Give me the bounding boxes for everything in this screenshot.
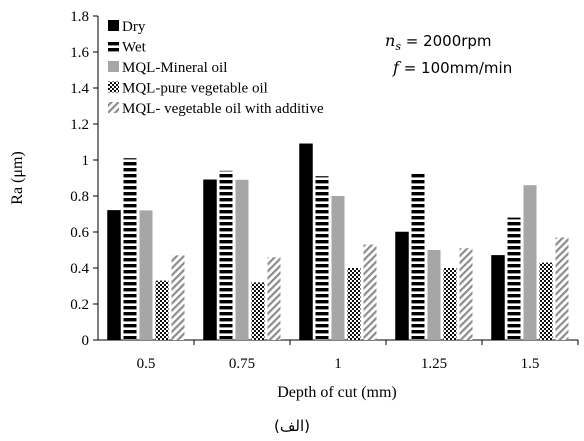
bar bbox=[171, 255, 185, 340]
speed-symbol: n bbox=[385, 31, 395, 50]
legend-swatch bbox=[108, 81, 119, 93]
plot-area: 0 0.2 0.4 0.6 0.8 1 1.2 1.4 1.6 1.8 0.5 0.75 1 1.25 1.… bbox=[70, 9, 579, 372]
y-tick-label: 0.8 bbox=[70, 189, 89, 205]
bar bbox=[315, 176, 329, 340]
feed-value: = 100mm/min bbox=[399, 59, 512, 77]
bar bbox=[491, 255, 505, 341]
y-tick-label: 0 bbox=[82, 333, 90, 349]
y-tick-label: 0.6 bbox=[70, 225, 89, 241]
bar bbox=[363, 244, 377, 340]
x-tick-label: 0.5 bbox=[137, 356, 156, 372]
y-axis-title: Ra (μm) bbox=[9, 151, 26, 204]
bar bbox=[523, 185, 537, 340]
legend-swatch bbox=[108, 20, 119, 31]
x-tick-label: 1.5 bbox=[521, 356, 540, 372]
bar bbox=[459, 248, 473, 340]
figure-caption: (الف) bbox=[274, 417, 310, 435]
bar bbox=[267, 257, 281, 340]
x-tick-label: 1.25 bbox=[421, 356, 447, 372]
bar bbox=[507, 217, 521, 340]
bar bbox=[251, 282, 265, 340]
y-tick-label: 1.2 bbox=[70, 117, 89, 133]
feed-annotation: f = 100mm/min bbox=[392, 58, 512, 77]
speed-subscript: s bbox=[395, 40, 401, 53]
legend-label: Wet bbox=[122, 40, 147, 56]
speed-value: = 2000rpm bbox=[401, 32, 492, 50]
bar bbox=[235, 179, 249, 340]
y-tick-label: 1.6 bbox=[70, 45, 89, 61]
legend-swatch bbox=[108, 61, 119, 72]
bar bbox=[443, 268, 457, 340]
legend-swatch bbox=[108, 40, 119, 52]
bar bbox=[555, 237, 569, 340]
bar bbox=[427, 250, 441, 340]
bar bbox=[331, 196, 345, 340]
bar bbox=[139, 210, 153, 340]
legend-label: MQL- vegetable oil with additive bbox=[122, 101, 324, 117]
bar bbox=[155, 280, 169, 340]
x-tick-label: 0.75 bbox=[229, 356, 255, 372]
bar bbox=[123, 158, 137, 340]
y-tick-label: 1.4 bbox=[70, 81, 89, 97]
bar bbox=[347, 268, 361, 340]
bar bbox=[107, 210, 121, 341]
legend-swatch bbox=[108, 102, 119, 113]
x-tick-label: 1 bbox=[334, 356, 342, 372]
legend-label: Dry bbox=[122, 19, 146, 35]
legend-label: MQL-Mineral oil bbox=[122, 60, 227, 76]
y-tick-label: 0.4 bbox=[70, 261, 89, 277]
bar bbox=[219, 170, 233, 340]
y-tick-label: 1.8 bbox=[70, 9, 89, 25]
bar bbox=[203, 179, 217, 341]
bar bbox=[539, 262, 553, 340]
y-tick-label: 0.2 bbox=[70, 297, 89, 313]
bar bbox=[411, 172, 425, 340]
x-axis-title: Depth of cut (mm) bbox=[277, 384, 397, 401]
feed-symbol: f bbox=[392, 58, 402, 77]
legend-label: MQL-pure vegetable oil bbox=[122, 81, 268, 97]
bar bbox=[395, 231, 409, 341]
speed-annotation: ns = 2000rpm bbox=[385, 31, 492, 53]
bar bbox=[299, 143, 313, 341]
y-tick-label: 1 bbox=[82, 153, 90, 169]
legend: Dry Wet MQL-Mineral oil MQL-pure vegetable … bbox=[108, 19, 324, 117]
